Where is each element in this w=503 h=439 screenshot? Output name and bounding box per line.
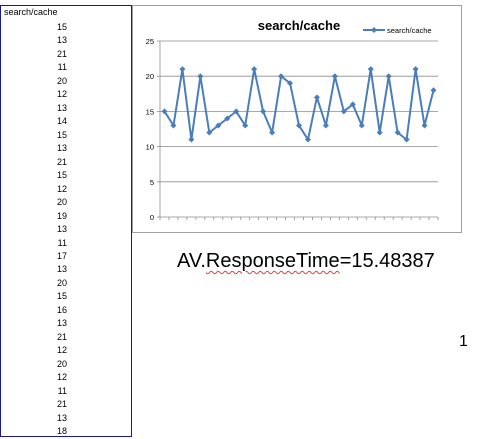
data-point [242,122,249,129]
page-number: 1 [459,333,468,350]
series-line [163,68,435,141]
data-point [206,129,213,136]
data-point [385,73,392,80]
column-cell[interactable]: 13 [56,318,67,329]
column-cell[interactable]: 13 [56,224,67,235]
column-cell[interactable]: 12 [56,372,67,383]
legend-label: search/cache [387,26,432,35]
column-cell[interactable]: 15 [56,170,67,181]
average-response-time: AV.ResponseTime=15.48387 [177,250,435,273]
column-cell[interactable]: 12 [56,183,67,194]
data-point [331,73,338,80]
column-cell[interactable]: 14 [56,116,67,127]
data-point [287,80,294,87]
column-cell[interactable]: 21 [56,331,67,342]
column-cell[interactable]: 18 [56,426,67,437]
data-point [233,108,240,115]
column-cell[interactable]: 12 [56,345,67,356]
data-point [260,108,267,115]
column-cell[interactable]: 20 [56,75,67,86]
data-point [179,66,186,73]
data-point [376,129,383,136]
data-point [349,101,356,108]
data-point [278,73,285,80]
data-column: search/cache 15 13 21 11 20 12 13 14 15 13 21 15 12 2… [0,5,132,437]
column-header: search/cache [4,7,58,17]
line-chart: search/cache 0 5 10 15 20 25 search/cache [146,18,439,222]
column-cell[interactable]: 21 [56,399,67,410]
formula-prefix: AV. [177,250,206,272]
column-cell[interactable]: 15 [56,129,67,140]
y-tick-label: 10 [146,143,154,152]
column-cell[interactable]: 15 [56,291,67,302]
data-point [197,73,204,80]
column-cell[interactable]: 11 [57,385,67,396]
chart-title: search/cache [258,18,340,33]
data-point [313,94,320,101]
column-cell[interactable]: 21 [56,48,67,59]
column-cell[interactable]: 20 [56,197,67,208]
data-point [215,122,222,129]
data-point [161,108,168,115]
data-point [296,122,302,129]
legend-marker [371,27,377,33]
data-point [170,122,177,129]
column-cell[interactable]: 20 [56,277,67,288]
data-point [340,108,347,115]
data-point [188,136,195,143]
data-point [322,122,329,129]
data-point [269,129,276,136]
y-tick-label: 20 [146,72,154,81]
formula-spellcheck-word: ResponseTime [205,250,340,272]
column-cell[interactable]: 13 [56,143,67,154]
column-cell[interactable]: 12 [56,89,67,100]
data-point [367,66,374,73]
y-tick-label: 0 [150,213,154,222]
column-cell[interactable]: 19 [56,210,67,221]
data-point [394,129,401,136]
column-cell[interactable]: 13 [56,264,67,275]
column-cell[interactable]: 15 [56,22,67,32]
column-cell[interactable]: 21 [56,156,67,167]
column-cell[interactable]: 13 [56,412,67,423]
column-cell[interactable]: 13 [56,35,67,46]
y-tick-label: 5 [150,178,154,187]
formula-value: =15.48387 [339,250,435,272]
data-point [421,122,428,129]
data-point [403,136,410,143]
data-point [251,66,258,73]
column-cell[interactable]: 11 [57,62,67,73]
chart-area[interactable]: search/cache 0 5 10 15 20 25 search/cache [132,5,462,233]
y-tick-label: 15 [146,107,154,116]
column-cell[interactable]: 13 [56,102,67,113]
column-cell[interactable]: 11 [57,237,67,248]
data-point [224,115,231,122]
column-cell[interactable]: 16 [56,304,67,315]
column-cell[interactable]: 17 [56,250,67,261]
data-point [412,66,419,73]
column-cell[interactable]: 20 [56,358,67,369]
data-point [304,136,311,143]
data-point [358,122,365,129]
y-tick-label: 25 [146,37,154,46]
data-point [430,87,437,94]
